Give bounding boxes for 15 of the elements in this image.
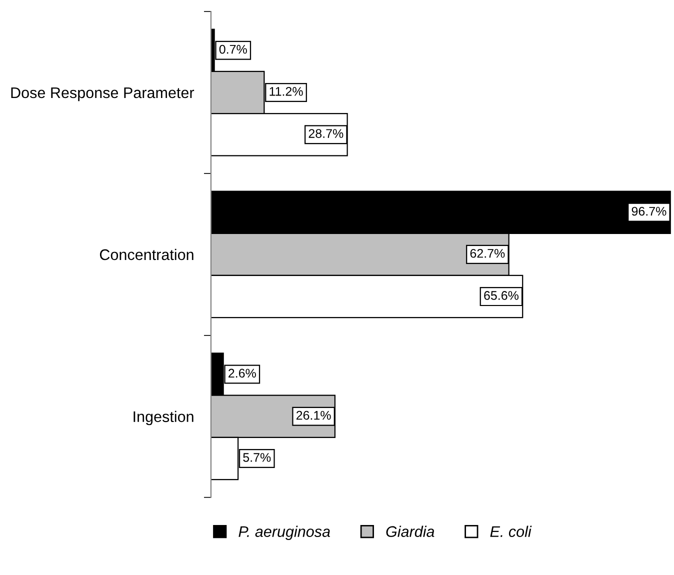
legend-label: E. coli: [490, 526, 532, 538]
data-label: 62.7%: [470, 248, 505, 258]
y-tick-label: Concentration: [100, 248, 194, 260]
y-tick-label: Ingestion: [134, 410, 194, 426]
data-label: 96.7%: [632, 206, 666, 216]
data-label: 0.7%: [219, 44, 247, 54]
data-label: 28.7%: [308, 129, 344, 138]
data-label: 26.1%: [296, 410, 331, 420]
data-label: 2.6%: [228, 368, 256, 378]
data-label: 11.2%: [270, 86, 303, 96]
legend-label: Giardia: [386, 526, 434, 538]
data-label: 65.6%: [484, 291, 518, 300]
legend-label: P. aeruginosa: [238, 526, 330, 540]
y-tick-label: Dose Response Parameter: [11, 88, 194, 102]
data-label: 5.7%: [243, 453, 271, 462]
